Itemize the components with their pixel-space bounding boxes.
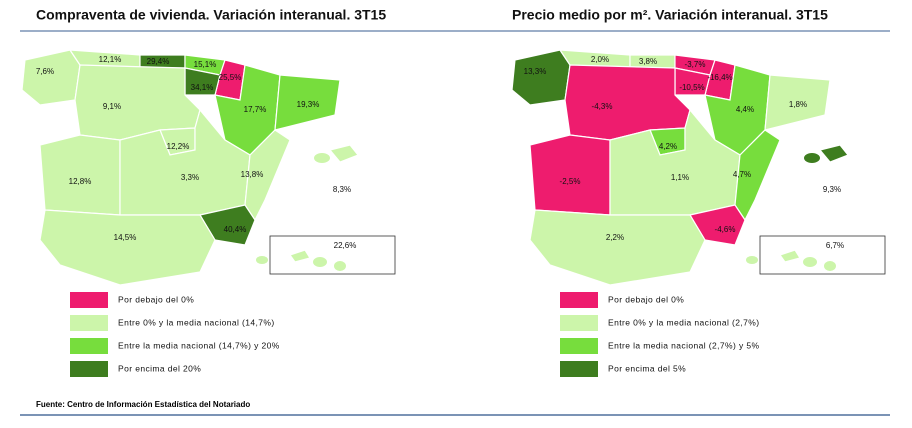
legend-swatch <box>70 361 108 377</box>
region-label: 12,2% <box>167 142 190 151</box>
region-label: 4,2% <box>659 142 677 151</box>
island <box>746 256 758 264</box>
region-label: -2,5% <box>560 177 581 186</box>
legend-label: Entre la media nacional (2,7%) y 5% <box>608 340 760 350</box>
region-label: 13,8% <box>241 170 264 179</box>
region-label: 6,7% <box>826 241 844 250</box>
legend-swatch <box>560 315 598 331</box>
legend-swatch <box>70 338 108 354</box>
region-label: -4,3% <box>592 102 613 111</box>
region-label: 3,3% <box>181 173 199 182</box>
island <box>824 261 836 271</box>
region-label: 1,8% <box>789 100 807 109</box>
legend-label: Entre 0% y la media nacional (14,7%) <box>118 317 275 327</box>
region <box>529 209 706 286</box>
legend-label: Por debajo del 0% <box>118 294 194 304</box>
region <box>779 249 801 263</box>
region-label: 9,1% <box>103 102 121 111</box>
canarias-box <box>269 235 396 275</box>
region-label: 1,1% <box>671 173 689 182</box>
island <box>803 257 817 267</box>
region <box>511 49 571 106</box>
region <box>818 144 849 163</box>
region-label: 25,5% <box>219 73 242 82</box>
island <box>804 153 820 163</box>
region-label: 22,6% <box>334 241 357 250</box>
legend-swatch <box>70 315 108 331</box>
region <box>39 209 216 286</box>
region-label: 4,4% <box>736 105 754 114</box>
region <box>21 49 81 106</box>
island <box>256 256 268 264</box>
region-label: 7,6% <box>36 67 54 76</box>
legend-swatch <box>560 338 598 354</box>
region <box>39 134 121 216</box>
island <box>334 261 346 271</box>
legend-label: Por debajo del 0% <box>608 294 684 304</box>
legend-label: Entre 0% y la media nacional (2,7%) <box>608 317 760 327</box>
source: Fuente: Centro de Información Estadístic… <box>36 400 250 409</box>
region <box>764 74 831 131</box>
legend-swatch <box>70 292 108 308</box>
island <box>313 257 327 267</box>
region-label: 17,7% <box>244 105 267 114</box>
region <box>274 74 341 131</box>
region-label: 9,3% <box>823 185 841 194</box>
region-label: 19,3% <box>297 100 320 109</box>
region-label: -10,5% <box>679 83 704 92</box>
region-label: 13,3% <box>524 67 547 76</box>
region-label: 12,1% <box>99 55 122 64</box>
island <box>314 153 330 163</box>
region-label: 29,4% <box>147 57 170 66</box>
region-label: 2,2% <box>606 233 624 242</box>
region <box>529 134 611 216</box>
region-label: 34,1% <box>191 83 214 92</box>
region-label: -16,4% <box>707 73 732 82</box>
canarias-box <box>759 235 886 275</box>
legend-label: Por encima del 20% <box>118 363 201 373</box>
region-label: 8,3% <box>333 185 351 194</box>
legend-swatch <box>560 361 598 377</box>
map-title: Compraventa de vivienda. Variación inter… <box>36 7 386 23</box>
region-label: 3,8% <box>639 57 657 66</box>
region <box>289 249 311 263</box>
region-label: 14,5% <box>114 233 137 242</box>
region-label: 2,0% <box>591 55 609 64</box>
region-label: 4,7% <box>733 170 751 179</box>
legend-label: Por encima del 5% <box>608 363 686 373</box>
region-label: 15,1% <box>194 60 217 69</box>
region-label: 40,4% <box>224 225 247 234</box>
legend-label: Entre la media nacional (14,7%) y 20% <box>118 340 280 350</box>
region-label: -4,6% <box>715 225 736 234</box>
region-label: -3,7% <box>685 60 706 69</box>
legend-swatch <box>560 292 598 308</box>
map-title: Precio medio por m². Variación interanua… <box>512 7 828 23</box>
region-label: 12,8% <box>69 177 92 186</box>
region <box>328 144 359 163</box>
